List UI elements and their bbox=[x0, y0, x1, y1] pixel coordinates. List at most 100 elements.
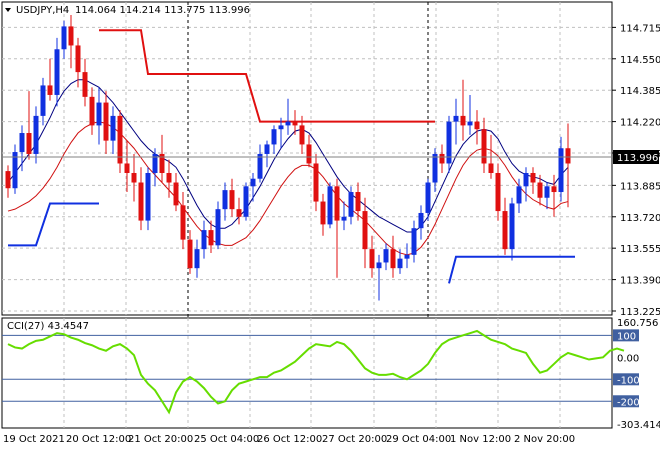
current-price-box bbox=[613, 150, 659, 164]
candle-body bbox=[250, 178, 256, 187]
time-label: 29 Oct 04:00 bbox=[386, 434, 451, 445]
candle-body bbox=[68, 26, 74, 46]
candle-body bbox=[61, 26, 67, 50]
support-line-2 bbox=[448, 255, 575, 284]
candles bbox=[5, 15, 571, 301]
candle-body bbox=[145, 172, 151, 221]
candle-body bbox=[383, 249, 389, 263]
candle-body bbox=[159, 153, 165, 173]
time-label: 27 Oct 20:00 bbox=[322, 434, 387, 445]
candle-body bbox=[257, 153, 263, 179]
step-lines bbox=[8, 29, 575, 284]
candle-body bbox=[551, 186, 557, 193]
cci-tick-label: -100 bbox=[617, 375, 640, 386]
candle-body bbox=[376, 262, 382, 269]
price-tick-label: 114.715 bbox=[620, 23, 660, 34]
price-tick-label: 114.550 bbox=[620, 55, 660, 66]
cci-tick-label: 0.00 bbox=[617, 353, 639, 364]
candle-body bbox=[313, 163, 319, 202]
candle-body bbox=[299, 125, 305, 145]
cci-panel: 160.756 100 0.00 -100 -200 -303.4146 CCI(27) … bbox=[1, 317, 660, 431]
price-axis: 114.715114.550114.385114.220114.055113.8… bbox=[612, 23, 660, 318]
candle-body bbox=[488, 163, 494, 173]
cci-line bbox=[7, 329, 625, 415]
symbol-header: USDJPY,H4 bbox=[16, 5, 69, 16]
time-label: 1 Nov 12:00 bbox=[450, 434, 511, 445]
candle-body bbox=[103, 102, 109, 141]
candle-body bbox=[26, 133, 32, 154]
price-tick-label: 113.390 bbox=[620, 276, 660, 287]
candle-body bbox=[264, 144, 270, 154]
price-tick-label: 113.555 bbox=[620, 244, 660, 255]
cci-tick-label: 100 bbox=[617, 331, 636, 342]
candle-body bbox=[474, 121, 480, 130]
time-label: 20 Oct 12:00 bbox=[66, 434, 131, 445]
cci-level-box bbox=[613, 395, 639, 408]
price-tick-label: 114.385 bbox=[620, 86, 660, 97]
candle-body bbox=[215, 209, 221, 246]
candle-body bbox=[229, 190, 235, 210]
candle-body bbox=[523, 172, 529, 187]
candle-body bbox=[369, 249, 375, 269]
candle-body bbox=[82, 72, 88, 97]
time-label: 21 Oct 20:00 bbox=[128, 434, 193, 445]
candle-body bbox=[138, 182, 144, 221]
candle-body bbox=[278, 125, 284, 130]
price-panel: 114.715114.550114.385114.220114.055113.8… bbox=[1, 1, 660, 428]
candle-body bbox=[495, 172, 501, 212]
price-tick-label: 113.720 bbox=[620, 213, 660, 224]
candle-body bbox=[481, 129, 487, 164]
candle-body bbox=[537, 182, 543, 198]
time-label: 26 Oct 12:00 bbox=[257, 434, 322, 445]
time-label: 2 Nov 20:00 bbox=[514, 434, 575, 445]
candle-body bbox=[40, 85, 46, 116]
candle-body bbox=[271, 129, 277, 145]
candle-body bbox=[502, 211, 508, 250]
candle-body bbox=[285, 121, 291, 126]
resistance-line bbox=[99, 29, 435, 123]
candle-body bbox=[418, 212, 424, 229]
candle-body bbox=[355, 192, 361, 212]
candle-body bbox=[320, 201, 326, 225]
candle-body bbox=[110, 115, 116, 141]
price-tick-label: 113.225 bbox=[620, 307, 660, 318]
collapse-arrow-icon[interactable] bbox=[5, 8, 11, 12]
candle-body bbox=[530, 172, 536, 183]
cci-levels bbox=[2, 334, 612, 402]
current-price-label: 113.996 bbox=[617, 153, 658, 164]
candle-body bbox=[54, 49, 60, 95]
candle-body bbox=[173, 182, 179, 206]
candle-body bbox=[446, 121, 452, 164]
cci-tick-label: -200 bbox=[617, 397, 640, 408]
cci-grid bbox=[63, 318, 561, 428]
candle-body bbox=[411, 228, 417, 255]
candle-body bbox=[327, 186, 333, 225]
candle-body bbox=[124, 163, 130, 173]
candle-body bbox=[558, 148, 564, 193]
candle-body bbox=[509, 203, 515, 250]
candle-body bbox=[565, 148, 571, 164]
candle-body bbox=[292, 121, 298, 126]
time-label: 25 Oct 04:00 bbox=[194, 434, 259, 445]
candle-body bbox=[516, 186, 522, 204]
candle-body bbox=[390, 249, 396, 269]
candle-body bbox=[236, 209, 242, 217]
cci-frame bbox=[1, 317, 613, 429]
candle-body bbox=[33, 115, 39, 154]
candle-body bbox=[397, 258, 403, 269]
candle-body bbox=[362, 211, 368, 250]
time-label: 19 Oct 2021 bbox=[3, 434, 65, 445]
candle-body bbox=[47, 85, 53, 95]
cci-level-box bbox=[613, 373, 639, 386]
cci-axis: 160.756 100 0.00 -100 -200 -303.4146 bbox=[613, 318, 660, 431]
candle-body bbox=[348, 192, 354, 217]
candle-body bbox=[439, 153, 445, 164]
cci-tick-label: -303.4146 bbox=[617, 420, 660, 431]
candle-body bbox=[152, 153, 158, 173]
candle-body bbox=[75, 45, 81, 73]
candle-body bbox=[208, 230, 214, 246]
cci-level-box bbox=[613, 329, 639, 342]
candle-body bbox=[222, 190, 228, 210]
